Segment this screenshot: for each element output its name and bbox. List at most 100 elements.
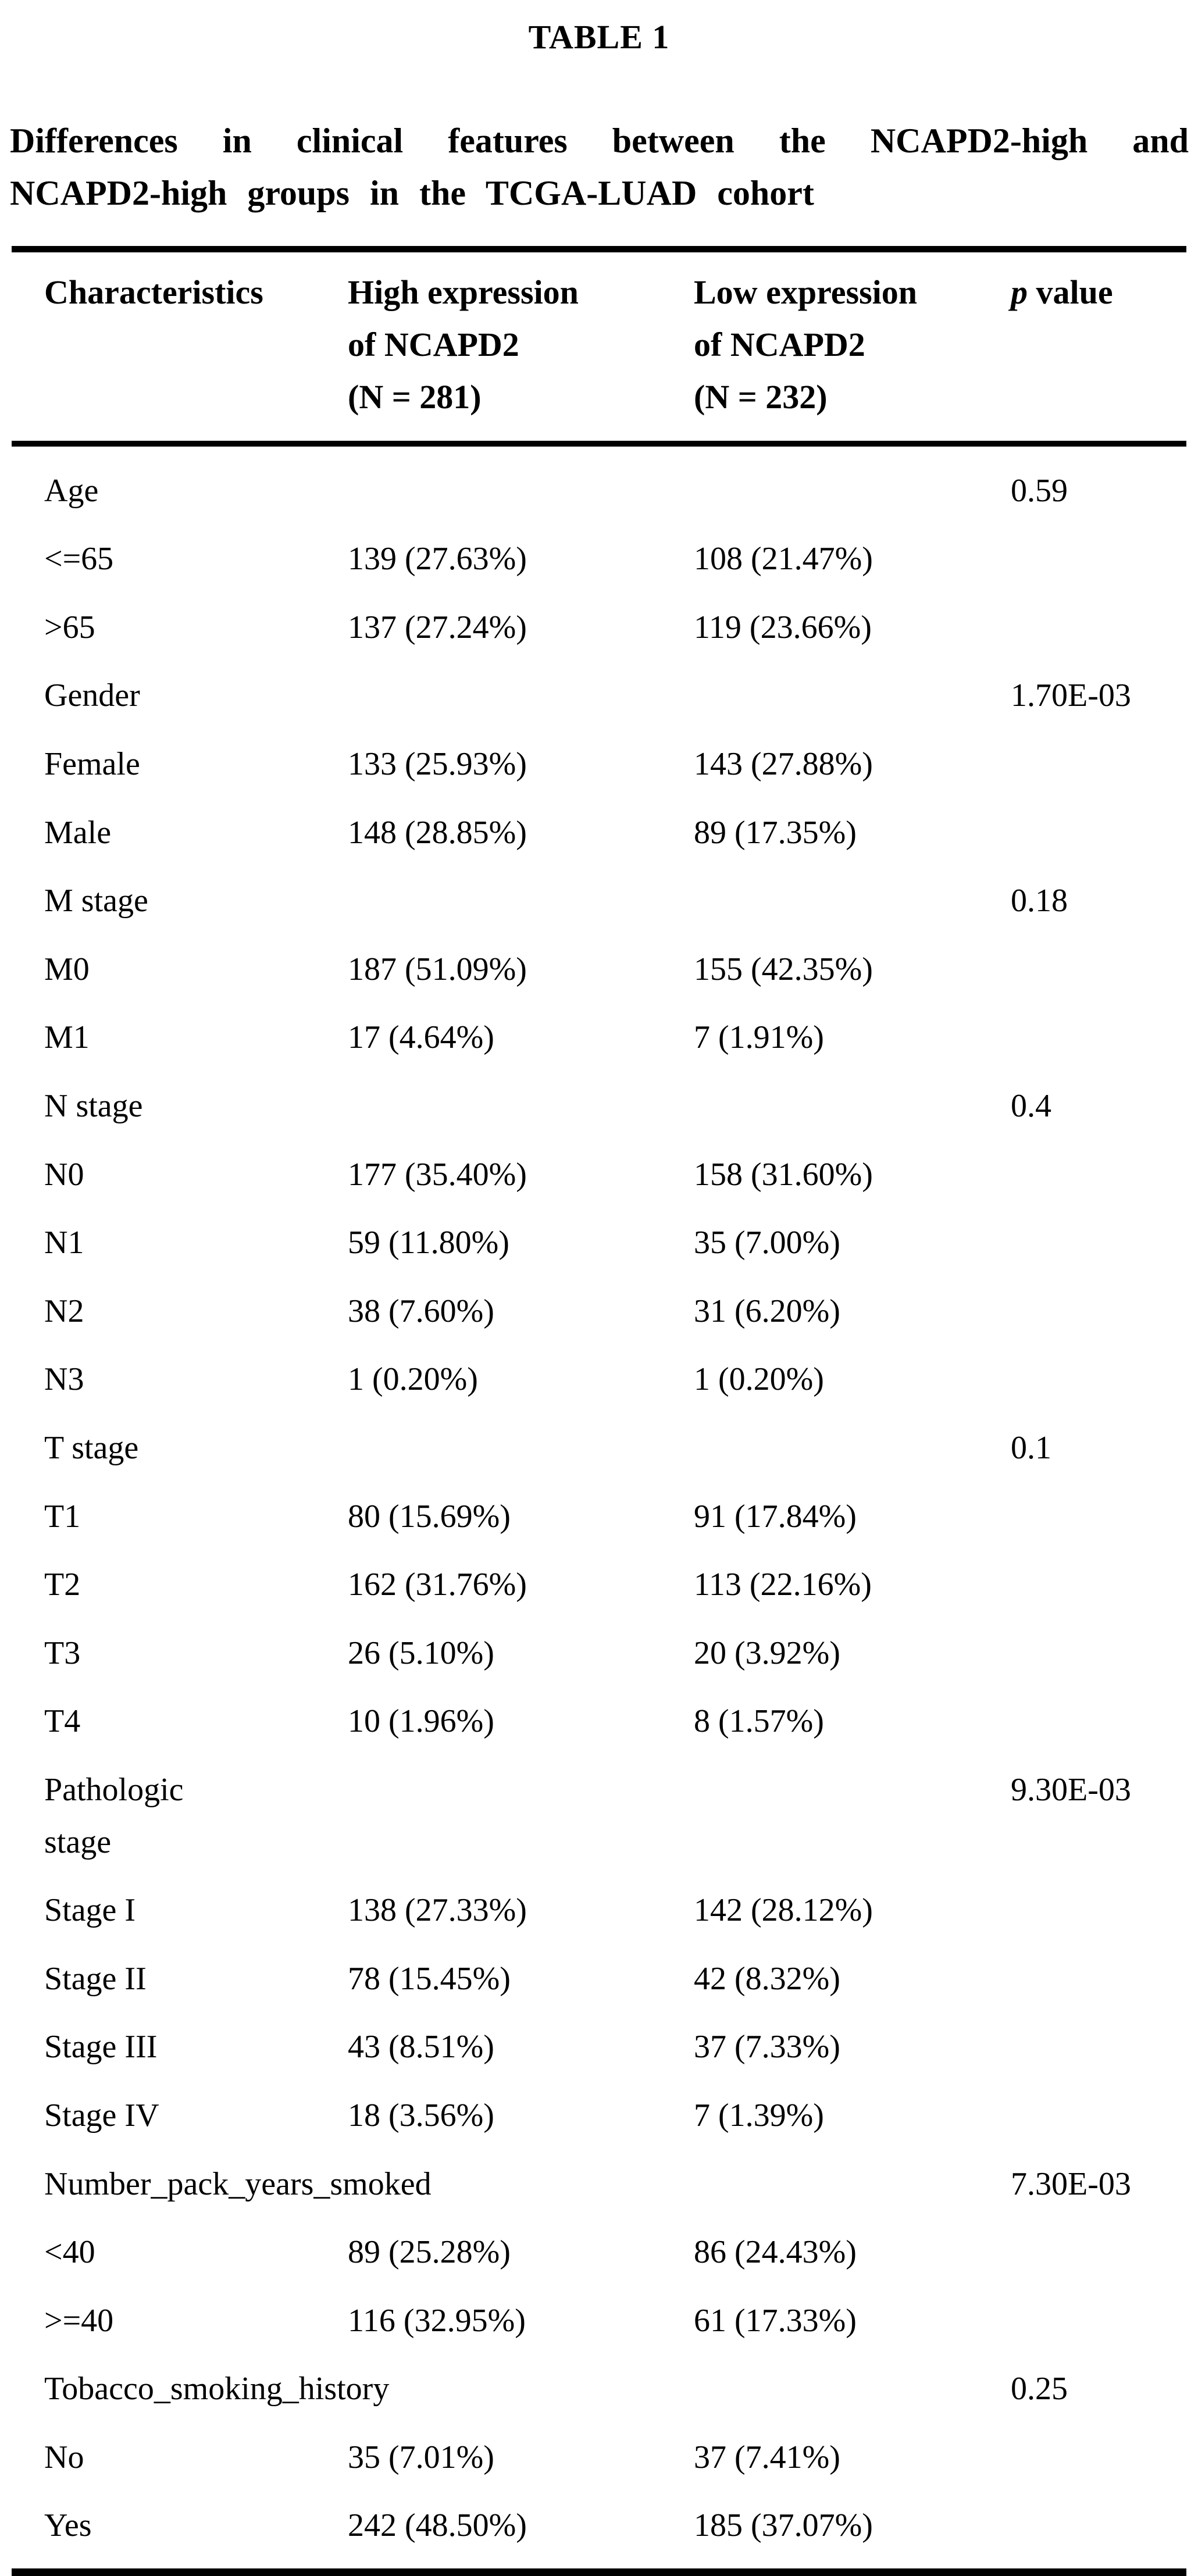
row-label: T2 <box>44 1567 81 1603</box>
cell-low-expression: 158 (31.60%) <box>694 1156 873 1193</box>
cell-low-expression: 142 (28.12%) <box>694 1892 873 1929</box>
cell-low-expression <box>666 1756 983 1876</box>
header-row: Characteristics High expression of NCAPD… <box>12 249 1186 447</box>
table-row: T stage 0.1 <box>12 1414 1186 1483</box>
table-row: N3 1 (0.20%) 1 (0.20%) <box>12 1346 1186 1414</box>
cell-p-value <box>983 2492 1186 2572</box>
table-row: M0 187 (51.09%) 155 (42.35%) <box>12 936 1186 1004</box>
row-label: Stage IV <box>44 2097 159 2133</box>
table-row: N0 177 (35.40%) 158 (31.60%) <box>12 1141 1186 1209</box>
table-row: Stage III 43 (8.51%) 37 (7.33%) <box>12 2013 1186 2082</box>
cell-high-expression: 17 (4.64%) <box>348 1019 494 1056</box>
cell-p-value: 1.70E-03 <box>1011 677 1131 714</box>
cell-high-expression: 80 (15.69%) <box>348 1498 511 1535</box>
table-row: >65 137 (27.24%) 119 (23.66%) <box>12 594 1186 662</box>
caption-line-2: NCAPD2-high groups in the TCGA-LUAD coho… <box>10 174 814 212</box>
cell-p-value: 0.18 <box>1011 883 1068 919</box>
cell-p-value <box>983 2013 1186 2082</box>
table-row: N2 38 (7.60%) 31 (6.20%) <box>12 1278 1186 1346</box>
table-caption: Differences in clinical features between… <box>10 115 1189 219</box>
cell-p-value: 0.4 <box>1011 1088 1051 1125</box>
cell-p-value: 0.59 <box>1011 472 1068 509</box>
cell-low-expression: 1 (0.20%) <box>694 1361 824 1398</box>
cell-low-expression: 119 (23.66%) <box>694 609 872 645</box>
cell-p-value <box>983 1346 1186 1414</box>
cell-high-expression: 1 (0.20%) <box>348 1361 478 1398</box>
row-label: >65 <box>44 609 95 645</box>
row-label: N0 <box>44 1156 84 1193</box>
row-label: M stage <box>44 883 148 919</box>
cell-high-expression: 177 (35.40%) <box>348 1156 527 1193</box>
cell-low-expression: 89 (17.35%) <box>694 814 857 851</box>
cell-p-value <box>983 2218 1186 2287</box>
row-label: Number_pack_years_smoked <box>44 2165 432 2202</box>
p-value-italic-p: p <box>1011 273 1028 311</box>
row-label: N3 <box>44 1361 84 1398</box>
col-header-low-expression: Low expression of NCAPD2 (N = 232) <box>666 249 983 447</box>
row-label: Stage II <box>44 1960 147 1997</box>
row-label: Age <box>44 472 99 509</box>
cell-p-value <box>983 1278 1186 1346</box>
table-row: Yes 242 (48.50%) 185 (37.07%) <box>12 2492 1186 2572</box>
table-row: <=65 139 (27.63%) 108 (21.47%) <box>12 525 1186 594</box>
cell-high-expression: 138 (27.33%) <box>348 1892 527 1929</box>
cell-low-expression: 143 (27.88%) <box>694 746 873 783</box>
row-label: Gender <box>44 677 140 714</box>
row-label: Female <box>44 746 140 783</box>
row-label: Pathologic stage <box>44 1771 184 1860</box>
col-header-characteristics: Characteristics <box>12 249 320 447</box>
row-label: <=65 <box>44 541 114 577</box>
row-label: N1 <box>44 1225 84 1261</box>
cell-p-value <box>983 799 1186 868</box>
cell-p-value <box>983 1141 1186 1209</box>
col-header-high-expression: High expression of NCAPD2 (N = 281) <box>320 249 666 447</box>
cell-p-value <box>983 2287 1186 2356</box>
table-row: T3 26 (5.10%) 20 (3.92%) <box>12 1619 1186 1688</box>
cell-high-expression: 137 (27.24%) <box>348 609 527 645</box>
row-label: T4 <box>44 1703 81 1740</box>
table-header: Characteristics High expression of NCAPD… <box>12 249 1186 447</box>
table-row: Tobacco_smoking_history 0.25 <box>12 2355 1186 2424</box>
cell-low-expression: 8 (1.57%) <box>694 1703 824 1740</box>
table-row: Stage I 138 (27.33%) 142 (28.12%) <box>12 1876 1186 1945</box>
table-row: Stage II 78 (15.45%) 42 (8.32%) <box>12 1945 1186 2014</box>
p-value-rest: value <box>1028 273 1113 311</box>
table-row: M stage 0.18 <box>12 867 1186 936</box>
row-label: T1 <box>44 1498 81 1535</box>
cell-p-value <box>983 1945 1186 2014</box>
row-label: Yes <box>44 2507 92 2544</box>
cell-p-value: 0.1 <box>1011 1429 1051 1466</box>
row-label: Stage I <box>44 1892 136 1929</box>
table-body: Age 0.59 <=65 139 (27.63%) 108 (21.47%) … <box>12 444 1186 2573</box>
cell-p-value: 7.30E-03 <box>1011 2165 1131 2202</box>
cell-high-expression: 38 (7.60%) <box>348 1293 494 1329</box>
table-row: T4 10 (1.96%) 8 (1.57%) <box>12 1687 1186 1756</box>
cell-high-expression: 59 (11.80%) <box>348 1225 509 1261</box>
cell-high-expression: 139 (27.63%) <box>348 541 527 577</box>
row-label: N stage <box>44 1088 143 1125</box>
cell-high-expression <box>320 1072 666 1141</box>
table-row: N1 59 (11.80%) 35 (7.00%) <box>12 1209 1186 1278</box>
table-row: T2 162 (31.76%) 113 (22.16%) <box>12 1551 1186 1619</box>
row-label: T3 <box>44 1635 81 1671</box>
cell-high-expression: 10 (1.96%) <box>348 1703 494 1740</box>
row-label: <40 <box>44 2234 95 2271</box>
table-row: Male 148 (28.85%) 89 (17.35%) <box>12 799 1186 868</box>
cell-p-value <box>983 2082 1186 2150</box>
cell-p-value <box>983 1483 1186 1551</box>
cell-low-expression <box>666 662 983 730</box>
row-label: M1 <box>44 1019 90 1056</box>
cell-high-expression <box>320 867 666 936</box>
cell-p-value <box>983 1551 1186 1619</box>
cell-high-expression: 43 (8.51%) <box>348 2029 494 2065</box>
cell-low-expression: 61 (17.33%) <box>694 2302 857 2339</box>
cell-low-expression: 91 (17.84%) <box>694 1498 857 1535</box>
cell-p-value <box>983 2424 1186 2492</box>
cell-p-value <box>983 525 1186 594</box>
table-row: <40 89 (25.28%) 86 (24.43%) <box>12 2218 1186 2287</box>
table-row: >=40 116 (32.95%) 61 (17.33%) <box>12 2287 1186 2356</box>
cell-low-expression <box>666 444 983 526</box>
cell-low-expression: 42 (8.32%) <box>694 1960 840 1997</box>
cell-low-expression: 185 (37.07%) <box>694 2507 873 2544</box>
